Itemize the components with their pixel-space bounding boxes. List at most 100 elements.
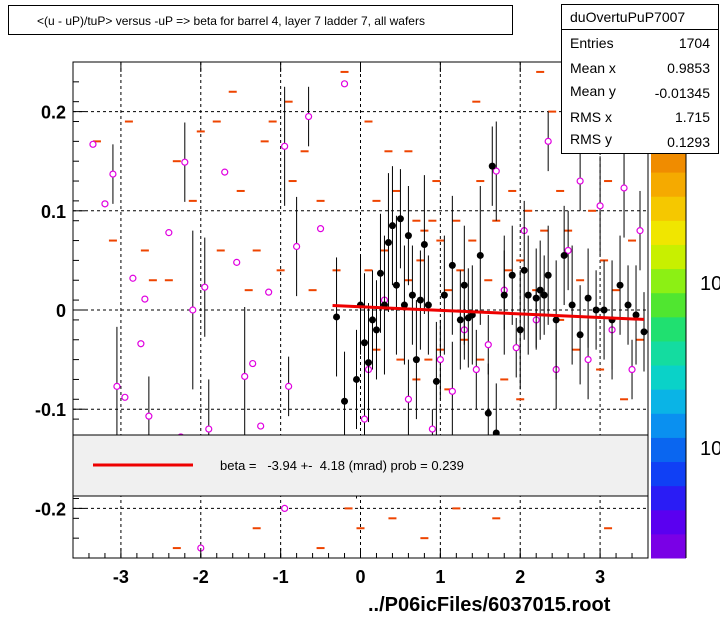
black-point <box>560 251 568 259</box>
black-point <box>432 377 440 385</box>
magenta-point <box>544 137 552 145</box>
black-point <box>632 311 640 319</box>
stats-entries-label: Entries <box>570 35 614 51</box>
black-point <box>360 339 368 347</box>
black-point <box>416 296 424 304</box>
black-point <box>464 314 472 322</box>
color-bar-segment <box>651 268 686 294</box>
magenta-point <box>304 112 313 121</box>
magenta-point <box>121 393 129 401</box>
x-tick-label: -3 <box>113 567 129 587</box>
black-point <box>460 281 468 289</box>
magenta-point <box>257 422 265 430</box>
black-point <box>544 271 552 279</box>
black-point <box>476 251 484 259</box>
magenta-point <box>221 168 229 176</box>
black-point <box>584 294 592 302</box>
color-bar-segment <box>651 461 686 487</box>
stats-meany-label: Mean y <box>570 83 616 99</box>
fit-line <box>332 304 645 321</box>
black-point <box>600 306 608 314</box>
magenta-point <box>141 295 149 303</box>
magenta-point <box>165 229 173 237</box>
x-tick-label: 1 <box>435 567 445 587</box>
black-point <box>488 162 496 170</box>
magenta-point <box>249 359 257 368</box>
black-point <box>456 316 464 324</box>
black-point <box>400 301 408 309</box>
magenta-point <box>233 258 241 266</box>
magenta-point <box>448 387 456 395</box>
magenta-point <box>281 142 289 150</box>
black-point <box>576 331 584 339</box>
footer-filename: ../P06icFiles/6037015.root <box>368 594 611 616</box>
magenta-point <box>129 274 137 282</box>
black-points <box>333 126 648 483</box>
magenta-point <box>620 184 628 192</box>
y-tick-label: 0.1 <box>41 202 66 222</box>
x-tick-label: 0 <box>355 567 365 587</box>
black-point <box>524 291 532 299</box>
color-bar-segment <box>651 172 686 197</box>
color-bar-segment <box>651 533 686 559</box>
x-tick-label: -1 <box>273 567 289 587</box>
black-point <box>341 397 349 405</box>
chart-title: <(u - uP)/tuP> versus -uP => beta for ba… <box>37 14 425 28</box>
black-point <box>520 266 528 274</box>
color-bar: 10 10 <box>651 148 720 559</box>
color-bar-segment <box>651 413 686 438</box>
stats-rmsx-value: 1.715 <box>674 109 710 125</box>
black-point <box>372 326 380 334</box>
magenta-point <box>293 242 301 251</box>
black-point <box>640 328 648 336</box>
magenta-point <box>428 425 436 433</box>
black-point <box>376 269 384 277</box>
stats-histogram-name: duOvertuPuP7007 <box>570 9 686 25</box>
color-bar-segment <box>651 365 686 390</box>
black-point <box>408 291 416 299</box>
y-tick-label: 0 <box>56 301 66 321</box>
black-point <box>396 215 404 223</box>
magenta-point <box>145 412 153 420</box>
black-point <box>500 291 508 299</box>
black-point <box>420 241 428 249</box>
magenta-point <box>281 504 289 512</box>
color-bar-segment <box>651 196 686 221</box>
black-point <box>440 291 448 299</box>
stats-meany-value: -0.01345 <box>654 85 710 101</box>
black-point <box>364 359 372 367</box>
magenta-point <box>564 246 572 255</box>
magenta-point <box>576 177 584 185</box>
legend-background <box>72 434 649 497</box>
black-point <box>412 356 420 364</box>
magenta-point <box>205 425 213 433</box>
y-tick-label: -0.1 <box>35 400 66 420</box>
magenta-point <box>89 140 97 148</box>
magenta-point <box>360 415 369 423</box>
black-point <box>392 281 400 289</box>
magenta-point <box>137 340 145 348</box>
x-tick-label: -2 <box>193 567 209 587</box>
magenta-point <box>201 283 209 291</box>
magenta-point <box>628 365 636 374</box>
magenta-point <box>596 202 604 210</box>
black-point <box>368 316 376 324</box>
magenta-point <box>181 158 189 166</box>
black-point <box>333 313 341 321</box>
black-point <box>404 232 412 240</box>
black-point <box>424 301 432 309</box>
magenta-point <box>512 344 520 352</box>
stats-box: duOvertuPuP7007 Entries 1704 Mean x 0.98… <box>561 4 719 154</box>
stats-rmsx-label: RMS x <box>570 109 612 125</box>
magenta-point <box>316 225 325 233</box>
black-point <box>484 409 492 417</box>
title-box: <(u - uP)/tuP> versus -uP => beta for ba… <box>8 5 513 35</box>
black-point <box>516 326 524 334</box>
stats-entries-value: 1704 <box>678 35 710 51</box>
magenta-point <box>340 80 349 88</box>
color-bar-label: 10 <box>700 438 720 460</box>
magenta-point <box>404 395 413 403</box>
x-tick-label: 3 <box>595 567 605 587</box>
color-bar-segment <box>651 316 686 342</box>
